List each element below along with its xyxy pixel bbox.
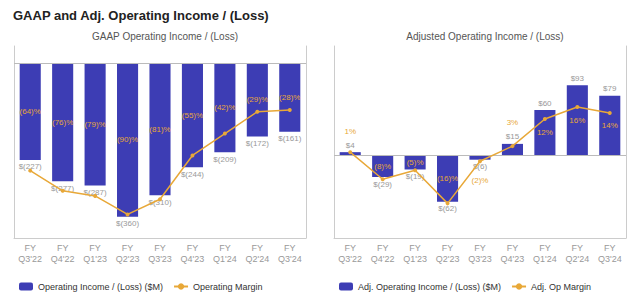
- svg-text:(81)%: (81)%: [149, 125, 170, 134]
- svg-text:FY: FY: [154, 243, 166, 253]
- svg-text:(28)%: (28)%: [279, 93, 300, 102]
- svg-text:$(244): $(244): [181, 170, 204, 179]
- svg-text:$(62): $(62): [438, 204, 457, 213]
- svg-text:FY: FY: [24, 243, 36, 253]
- svg-text:FY: FY: [377, 243, 389, 253]
- svg-text:Q3'24: Q3'24: [598, 254, 622, 264]
- svg-text:FY: FY: [572, 243, 584, 253]
- svg-text:(5)%: (5)%: [407, 158, 424, 167]
- svg-text:GAAP and Adj. Operating Income: GAAP and Adj. Operating Income / (Loss): [13, 8, 269, 23]
- svg-text:Q4'22: Q4'22: [51, 254, 75, 264]
- svg-text:$(360): $(360): [116, 219, 139, 228]
- svg-text:(90)%: (90)%: [117, 135, 138, 144]
- svg-text:FY: FY: [57, 243, 69, 253]
- svg-text:$(227): $(227): [18, 162, 42, 172]
- svg-text:FY: FY: [122, 243, 134, 253]
- svg-text:FY: FY: [252, 243, 264, 253]
- svg-text:Q3'22: Q3'22: [18, 254, 42, 264]
- svg-text:$93: $93: [571, 74, 585, 83]
- svg-text:FY: FY: [474, 243, 486, 253]
- svg-text:$60: $60: [538, 99, 552, 108]
- svg-text:(2)%: (2)%: [472, 176, 489, 185]
- svg-text:Q2'23: Q2'23: [436, 254, 460, 264]
- svg-text:(76)%: (76)%: [52, 118, 73, 127]
- svg-text:$(29): $(29): [373, 179, 392, 189]
- svg-text:$(287): $(287): [84, 188, 107, 197]
- svg-text:$79: $79: [603, 84, 617, 93]
- svg-text:(42)%: (42)%: [214, 103, 235, 112]
- svg-text:Q1'24: Q1'24: [533, 254, 557, 264]
- svg-text:Adjusted Operating Income / (L: Adjusted Operating Income / (Loss): [406, 31, 563, 42]
- svg-text:Q4'23: Q4'23: [181, 254, 205, 264]
- svg-text:Q2'24: Q2'24: [565, 254, 589, 264]
- svg-text:FY: FY: [539, 243, 551, 253]
- svg-text:Adj. Op Margin: Adj. Op Margin: [531, 282, 591, 292]
- svg-text:(16)%: (16)%: [437, 174, 458, 183]
- svg-text:(8)%: (8)%: [374, 162, 391, 171]
- svg-text:FY: FY: [219, 243, 231, 253]
- svg-text:$(6): $(6): [472, 162, 488, 172]
- svg-text:$(277): $(277): [51, 183, 75, 193]
- svg-text:(29)%: (29)%: [247, 95, 268, 104]
- svg-text:16%: 16%: [569, 116, 585, 125]
- svg-text:$(161): $(161): [278, 134, 301, 143]
- svg-text:FY: FY: [409, 243, 421, 253]
- svg-text:FY: FY: [442, 243, 454, 253]
- svg-text:FY: FY: [89, 243, 101, 253]
- svg-text:$(209): $(209): [213, 155, 236, 164]
- svg-text:FY: FY: [344, 243, 356, 253]
- svg-text:Adj. Operating Income / (Loss): Adj. Operating Income / (Loss) ($M): [358, 282, 501, 292]
- svg-text:Q4'23: Q4'23: [501, 254, 525, 264]
- svg-text:FY: FY: [507, 243, 519, 253]
- svg-text:Operating Margin: Operating Margin: [193, 282, 263, 292]
- svg-text:Q3'23: Q3'23: [148, 254, 172, 264]
- svg-text:14%: 14%: [602, 121, 618, 130]
- svg-text:FY: FY: [604, 243, 616, 253]
- svg-text:GAAP Operating Income / (Loss): GAAP Operating Income / (Loss): [92, 31, 238, 42]
- svg-text:Q3'22: Q3'22: [338, 254, 362, 264]
- svg-text:Q1'23: Q1'23: [403, 254, 427, 264]
- svg-text:12%: 12%: [537, 128, 553, 137]
- svg-text:$15: $15: [506, 132, 520, 141]
- svg-text:$(172): $(172): [246, 139, 269, 148]
- svg-text:Q2'23: Q2'23: [116, 254, 140, 264]
- svg-text:FY: FY: [187, 243, 199, 253]
- svg-text:(55)%: (55)%: [182, 111, 203, 120]
- svg-text:1%: 1%: [344, 127, 356, 136]
- svg-text:$(310): $(310): [148, 197, 172, 207]
- svg-text:3%: 3%: [507, 118, 519, 127]
- svg-text:Q1'23: Q1'23: [83, 254, 107, 264]
- svg-text:Q1'24: Q1'24: [213, 254, 237, 264]
- svg-text:(79)%: (79)%: [84, 120, 105, 129]
- svg-text:$4: $4: [346, 141, 355, 150]
- svg-text:$(19): $(19): [405, 172, 425, 181]
- svg-text:Q3'23: Q3'23: [468, 254, 492, 264]
- svg-text:Q4'22: Q4'22: [371, 254, 395, 264]
- svg-text:Q2'24: Q2'24: [245, 254, 269, 264]
- svg-text:Q3'24: Q3'24: [278, 254, 302, 264]
- svg-text:FY: FY: [284, 243, 296, 253]
- svg-text:Operating Income / (Loss) ($M): Operating Income / (Loss) ($M): [38, 282, 163, 292]
- svg-text:(64)%: (64)%: [20, 107, 41, 116]
